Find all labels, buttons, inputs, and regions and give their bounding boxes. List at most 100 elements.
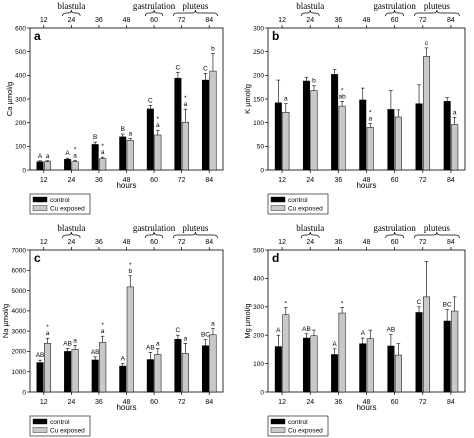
plot-frame bbox=[29, 249, 224, 393]
plot-frame bbox=[267, 27, 466, 171]
bar-control bbox=[119, 136, 127, 171]
y-axis-title: Mg µmol/g bbox=[243, 303, 252, 338]
stage-label: gastrulation bbox=[373, 223, 416, 233]
bar-control bbox=[64, 351, 72, 393]
y-tick-label: 200 bbox=[15, 120, 26, 127]
top-tick-label: 24 bbox=[67, 239, 75, 246]
y-tick-label: 2000 bbox=[12, 349, 27, 356]
panel-a: 0 100 200 300 400 500 600 Ca µmol/g a 12 12 A a 24 24 A… bbox=[5, 1, 224, 215]
top-tick-label: 12 bbox=[40, 239, 48, 246]
panel-d: 0 100 200 300 400 500 Mg µmol/g d 12 12 A * 24 24 AB 36… bbox=[243, 223, 466, 437]
legend: control Cu exposed bbox=[29, 415, 91, 437]
bar-control bbox=[359, 343, 367, 393]
top-tick-label: 48 bbox=[363, 17, 371, 24]
significance-letter: a bbox=[46, 330, 50, 337]
x-tick-label: 36 bbox=[95, 177, 103, 184]
x-axis-title: hours bbox=[356, 181, 376, 190]
bar-cu-exposed bbox=[423, 56, 431, 171]
bar-control bbox=[387, 345, 395, 393]
x-tick-label: 60 bbox=[391, 177, 399, 184]
legend-label-cu: Cu exposed bbox=[288, 206, 323, 213]
y-tick-label: 150 bbox=[253, 96, 264, 103]
y-tick-label: 0 bbox=[22, 389, 26, 396]
top-tick-label: 60 bbox=[391, 17, 399, 24]
y-tick-label: 7000 bbox=[12, 247, 27, 254]
y-tick-label: 300 bbox=[15, 96, 26, 103]
x-tick-label: 84 bbox=[205, 399, 213, 406]
legend-swatch-control bbox=[270, 196, 286, 203]
bar-cu-exposed bbox=[451, 124, 459, 171]
bar-control bbox=[64, 159, 72, 171]
significance-letter: a bbox=[368, 116, 372, 123]
significance-letter: C bbox=[176, 327, 181, 334]
y-tick-label: 600 bbox=[15, 25, 26, 32]
y-axis-title: Ca µmol/g bbox=[5, 82, 14, 116]
significance-letter: AB bbox=[63, 340, 72, 347]
significance-letter: B bbox=[121, 126, 125, 133]
bar-cu-exposed bbox=[99, 342, 107, 393]
x-tick-label: 84 bbox=[447, 399, 455, 406]
significance-letter: a bbox=[128, 131, 132, 138]
significance-letter: BC bbox=[443, 302, 452, 309]
y-tick-label: 250 bbox=[253, 49, 264, 56]
legend-label-cu: Cu exposed bbox=[50, 206, 85, 213]
significance-letter: B bbox=[93, 134, 97, 141]
y-axis-title: Na µmol/g bbox=[1, 304, 10, 338]
significance-asterisk: * bbox=[285, 301, 288, 308]
x-tick-label: 60 bbox=[391, 399, 399, 406]
panel-letter: a bbox=[34, 29, 41, 43]
significance-asterisk: * bbox=[341, 87, 344, 94]
top-tick-label: 48 bbox=[363, 239, 371, 246]
bar-control bbox=[415, 312, 423, 393]
y-tick-label: 100 bbox=[253, 361, 264, 368]
plot-frame bbox=[267, 249, 466, 393]
y-tick-label: 0 bbox=[260, 167, 264, 174]
top-tick-label: 84 bbox=[205, 239, 213, 246]
legend-label-cu: Cu exposed bbox=[50, 428, 85, 435]
x-tick-label: 60 bbox=[150, 399, 158, 406]
stage-brace bbox=[144, 231, 164, 239]
significance-letter: a bbox=[156, 340, 160, 347]
top-tick-label: 84 bbox=[447, 17, 455, 24]
bar-control bbox=[119, 365, 127, 393]
y-tick-label: 4000 bbox=[12, 308, 27, 315]
significance-letter: a bbox=[101, 149, 105, 156]
legend-label-control: control bbox=[288, 197, 308, 204]
significance-asterisk: * bbox=[369, 110, 372, 117]
bar-control bbox=[91, 359, 99, 393]
bar-cu-exposed bbox=[338, 105, 346, 171]
bar-control bbox=[359, 99, 367, 171]
y-tick-label: 500 bbox=[253, 247, 264, 254]
bar-cu-exposed bbox=[44, 343, 52, 393]
y-tick-label: 300 bbox=[253, 304, 264, 311]
y-axis-title: K µmol/g bbox=[243, 84, 252, 114]
bar-cu-exposed bbox=[310, 335, 318, 393]
bar-control bbox=[387, 109, 395, 171]
bar-cu-exposed bbox=[282, 314, 290, 393]
bar-cu-exposed bbox=[451, 310, 459, 393]
panel-letter: b bbox=[272, 29, 279, 43]
bar-control bbox=[302, 337, 310, 393]
stage-brace bbox=[173, 231, 218, 239]
significance-letter: C bbox=[417, 299, 422, 306]
y-tick-label: 300 bbox=[253, 25, 264, 32]
plot-frame bbox=[29, 27, 224, 171]
top-tick-label: 12 bbox=[278, 17, 286, 24]
panel-b: 0 50 100 150 200 250 300 K µmol/g b 12 12 a 24 24 b 36 3… bbox=[243, 1, 466, 215]
significance-letter: ab bbox=[338, 93, 346, 100]
y-tick-label: 50 bbox=[257, 144, 265, 151]
significance-letter: C bbox=[203, 65, 208, 72]
top-tick-label: 60 bbox=[150, 17, 158, 24]
y-tick-label: 5000 bbox=[12, 288, 27, 295]
bar-cu-exposed bbox=[99, 158, 107, 171]
significance-asterisk: * bbox=[46, 324, 49, 331]
bar-cu-exposed bbox=[366, 127, 374, 171]
stage-brace bbox=[62, 9, 81, 17]
bar-control bbox=[36, 362, 44, 393]
legend: control Cu exposed bbox=[267, 193, 329, 215]
bar-cu-exposed bbox=[71, 161, 79, 171]
stage-brace bbox=[413, 9, 460, 17]
significance-letter: A bbox=[65, 150, 70, 157]
top-tick-label: 36 bbox=[95, 17, 103, 24]
stage-brace bbox=[62, 231, 81, 239]
